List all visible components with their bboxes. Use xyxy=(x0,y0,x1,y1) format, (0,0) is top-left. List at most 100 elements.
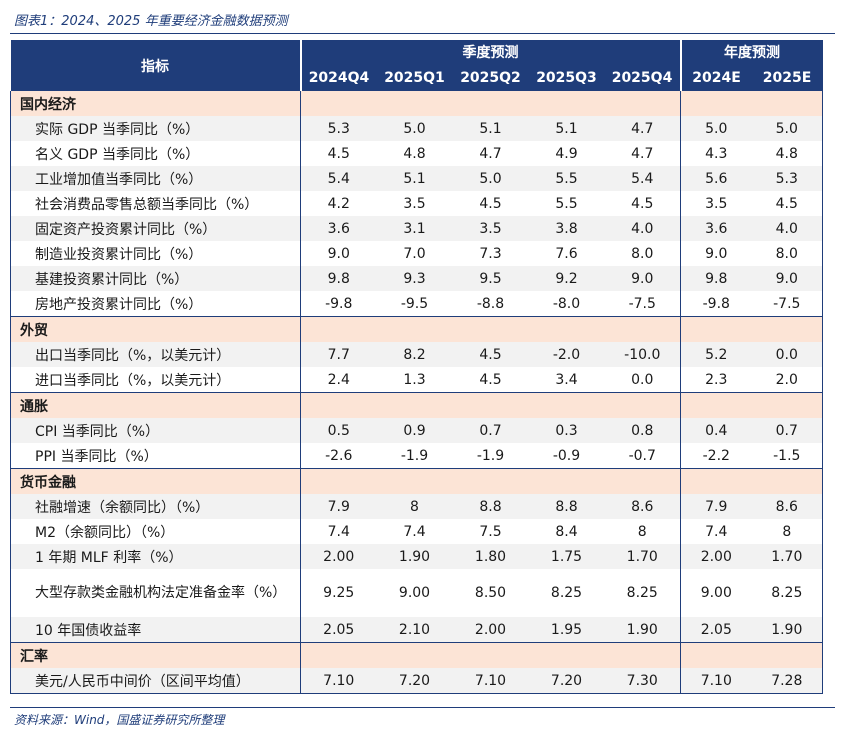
value-cell: 3.8 xyxy=(528,216,605,241)
value-cell: 5.1 xyxy=(452,116,529,141)
table-row: 美元/人民币中间价（区间平均值） 7.10 7.20 7.10 7.20 7.30 7.10… xyxy=(10,668,824,694)
table-row: 实际 GDP 当季同比（%） 5.3 5.0 5.1 5.1 4.7 5.0 5.0 xyxy=(10,116,824,141)
section-empty-cell xyxy=(376,642,453,668)
value-cell: 4.7 xyxy=(479,145,502,162)
value-cell: -9.5 xyxy=(376,291,453,317)
value-cell: 8.6 xyxy=(751,494,824,519)
row-label: 进口当季同比（%，以美元计） xyxy=(10,367,301,393)
value-cell: 5.0 xyxy=(376,116,453,141)
table-row: 社会消费品零售总额当季同比（%） 4.2 3.5 4.5 5.5 4.5 3.5 4.5 xyxy=(10,191,824,216)
value-cell: 7.9 xyxy=(680,494,752,519)
value-cell: 4.3 xyxy=(680,141,752,166)
value-cell: 8.25 xyxy=(751,569,824,617)
value-cell: 4.7 xyxy=(604,116,681,141)
row-label: 实际 GDP 当季同比（%） xyxy=(10,116,301,141)
value-cell: 4.2 xyxy=(300,191,377,216)
col-header: 2025E xyxy=(751,64,823,91)
value-cell: 8 xyxy=(376,494,453,519)
value-cell: 2.0 xyxy=(751,367,824,393)
value-cell: 9.0 xyxy=(680,241,752,266)
section-empty-cell xyxy=(528,642,605,668)
value-cell: 9.2 xyxy=(528,266,605,291)
row-label: M2（余额同比）（%） xyxy=(10,519,301,544)
value-cell: 4.8 xyxy=(403,145,426,162)
value-cell: 3.6 xyxy=(680,216,752,241)
value-cell: -9.8 xyxy=(300,291,377,317)
section-empty-cell xyxy=(604,392,681,418)
value-cell: 3.5 xyxy=(680,191,752,216)
col-header: 2025Q4 xyxy=(604,64,681,91)
value-cell: 5.0 xyxy=(680,116,752,141)
section-header-row: 国内经济 xyxy=(10,91,824,116)
table-row: 进口当季同比（%，以美元计） 2.4 1.3 4.5 3.4 0.0 2.3 2.0 xyxy=(10,367,824,393)
row-label: 出口当季同比（%，以美元计） xyxy=(10,342,301,367)
row-label: 社会消费品零售总额当季同比（%） xyxy=(10,191,301,216)
value-cell: 5.3 xyxy=(300,116,377,141)
row-label: 1 年期 MLF 利率（%） xyxy=(10,544,301,569)
value-cell: 7.3 xyxy=(479,245,502,262)
value-cell: 8.25 xyxy=(550,585,583,601)
table-row: 房地产投资累计同比（%） -9.8 -9.5 -8.8 -8.0 -7.5 -9.8 -7.5 xyxy=(10,291,824,317)
value-cell: 2.00 xyxy=(680,544,752,569)
section-empty-cell xyxy=(452,316,529,342)
table-body: 国内经济 实际 GDP 当季同比（%） 5.3 5.0 5.1 5.1 4.7 5.0 5.0 名… xyxy=(10,91,824,694)
value-cell: 8.50 xyxy=(474,585,507,601)
section-empty-cell xyxy=(452,91,529,116)
section-title: 外贸 xyxy=(10,316,301,342)
value-cell: 7.20 xyxy=(528,668,605,694)
value-cell: 5.1 xyxy=(376,166,453,191)
section-title: 通胀 xyxy=(10,392,301,418)
value-cell: 2.05 xyxy=(300,617,377,643)
value-cell: 0.3 xyxy=(528,418,605,443)
value-cell: 4.5 xyxy=(452,367,529,393)
value-cell: -7.5 xyxy=(604,291,681,317)
section-title: 汇率 xyxy=(10,642,301,668)
value-cell: 4.5 xyxy=(452,342,529,367)
section-empty-cell xyxy=(300,468,377,494)
value-cell: 7.4 xyxy=(403,523,426,540)
table-row: 10 年国债收益率 2.05 2.10 2.00 1.95 1.90 2.05 1.90 xyxy=(10,617,824,643)
value-cell: 5.1 xyxy=(528,116,605,141)
section-empty-cell xyxy=(300,392,377,418)
row-label: 基建投资累计同比（%） xyxy=(10,266,301,291)
metric-header: 指标 xyxy=(10,40,301,91)
value-cell: 3.5 xyxy=(403,195,426,212)
value-cell: -8.8 xyxy=(452,291,529,317)
row-label: CPI 当季同比（%） xyxy=(10,418,301,443)
value-cell: 8 xyxy=(637,523,647,540)
value-cell: 8.8 xyxy=(452,494,529,519)
value-cell: 4.5 xyxy=(300,141,377,166)
value-cell: 5.5 xyxy=(528,166,605,191)
value-cell: 8.0 xyxy=(631,245,654,262)
col-header: 2024E xyxy=(679,64,752,91)
value-cell: -9.8 xyxy=(680,291,752,317)
row-label: PPI 当季同比（%） xyxy=(10,443,301,469)
table-row: 大型存款类金融机构法定准备金率（%） 9.25 9.00 8.50 8.25 8.25 9.… xyxy=(10,569,824,617)
section-empty-cell xyxy=(528,392,605,418)
section-empty-cell xyxy=(300,642,377,668)
value-cell: 8.25 xyxy=(626,585,658,601)
value-cell: 9.0 xyxy=(604,266,681,291)
value-cell: 7.4 xyxy=(680,519,752,544)
value-cell: 9.8 xyxy=(680,266,752,291)
value-cell: 4.9 xyxy=(555,145,578,162)
value-cell: 1.70 xyxy=(604,544,681,569)
section-empty-cell xyxy=(604,91,681,116)
table-row: M2（余额同比）（%） 7.4 7.4 7.5 8.4 8 7.4 8 xyxy=(10,519,824,544)
section-title: 货币金融 xyxy=(10,468,301,494)
header-row-groups: 指标 季度预测 年度预测 xyxy=(10,40,823,91)
row-label: 社融增速（余额同比）（%） xyxy=(10,494,301,519)
section-empty-cell xyxy=(452,642,529,668)
section-empty-cell xyxy=(528,468,605,494)
value-cell: 4.5 xyxy=(751,191,824,216)
value-cell: 5.3 xyxy=(751,166,824,191)
value-cell: 5.4 xyxy=(300,166,377,191)
value-cell: 3.1 xyxy=(376,216,453,241)
value-cell: 2.00 xyxy=(452,617,529,643)
forecast-table: 指标 季度预测 年度预测 2024Q4 2025Q1 2025Q2 2025Q3… xyxy=(10,40,824,694)
value-cell: 7.9 xyxy=(300,494,377,519)
value-cell: 4.0 xyxy=(751,216,824,241)
value-cell: -0.9 xyxy=(528,443,605,469)
section-empty-cell xyxy=(680,468,752,494)
col-header: 2025Q2 xyxy=(452,64,529,91)
